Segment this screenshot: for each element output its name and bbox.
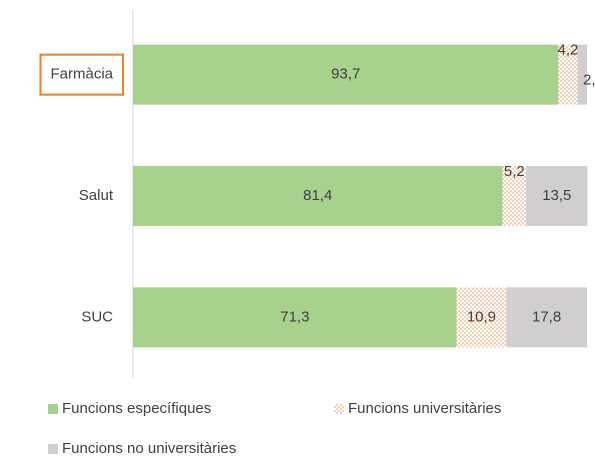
legend-label: Funcions universitàries bbox=[348, 400, 501, 417]
legend-swatch bbox=[334, 404, 344, 414]
bar-segment bbox=[133, 287, 457, 348]
bar-segment bbox=[133, 44, 559, 105]
legend-label: Funcions específiques bbox=[62, 400, 211, 417]
bar-segment bbox=[456, 287, 507, 348]
data-label: 5,2 bbox=[504, 163, 525, 180]
category-label: Farmàcia bbox=[50, 66, 113, 83]
data-label: 13,5 bbox=[542, 187, 571, 204]
bar-segment bbox=[558, 44, 578, 105]
category-label: SUC bbox=[81, 308, 113, 325]
highlight-box bbox=[39, 53, 124, 96]
data-label: 81,4 bbox=[303, 187, 332, 204]
data-label: 10,9 bbox=[467, 308, 496, 325]
legend-label: Funcions no universitàries bbox=[62, 440, 236, 457]
bar-segment bbox=[502, 166, 527, 226]
data-label: 2,1 bbox=[583, 72, 595, 89]
legend-swatch bbox=[48, 404, 58, 414]
data-label: 17,8 bbox=[532, 308, 561, 325]
bar-segment bbox=[526, 166, 588, 226]
category-label: Salut bbox=[79, 187, 114, 204]
bar-segment bbox=[133, 166, 503, 226]
data-label: 4,2 bbox=[558, 42, 579, 59]
legend-swatch bbox=[48, 444, 58, 454]
data-label: 71,3 bbox=[280, 308, 309, 325]
bar-segment bbox=[506, 287, 587, 348]
data-label: 93,7 bbox=[331, 66, 360, 83]
bar-segment bbox=[577, 44, 587, 105]
